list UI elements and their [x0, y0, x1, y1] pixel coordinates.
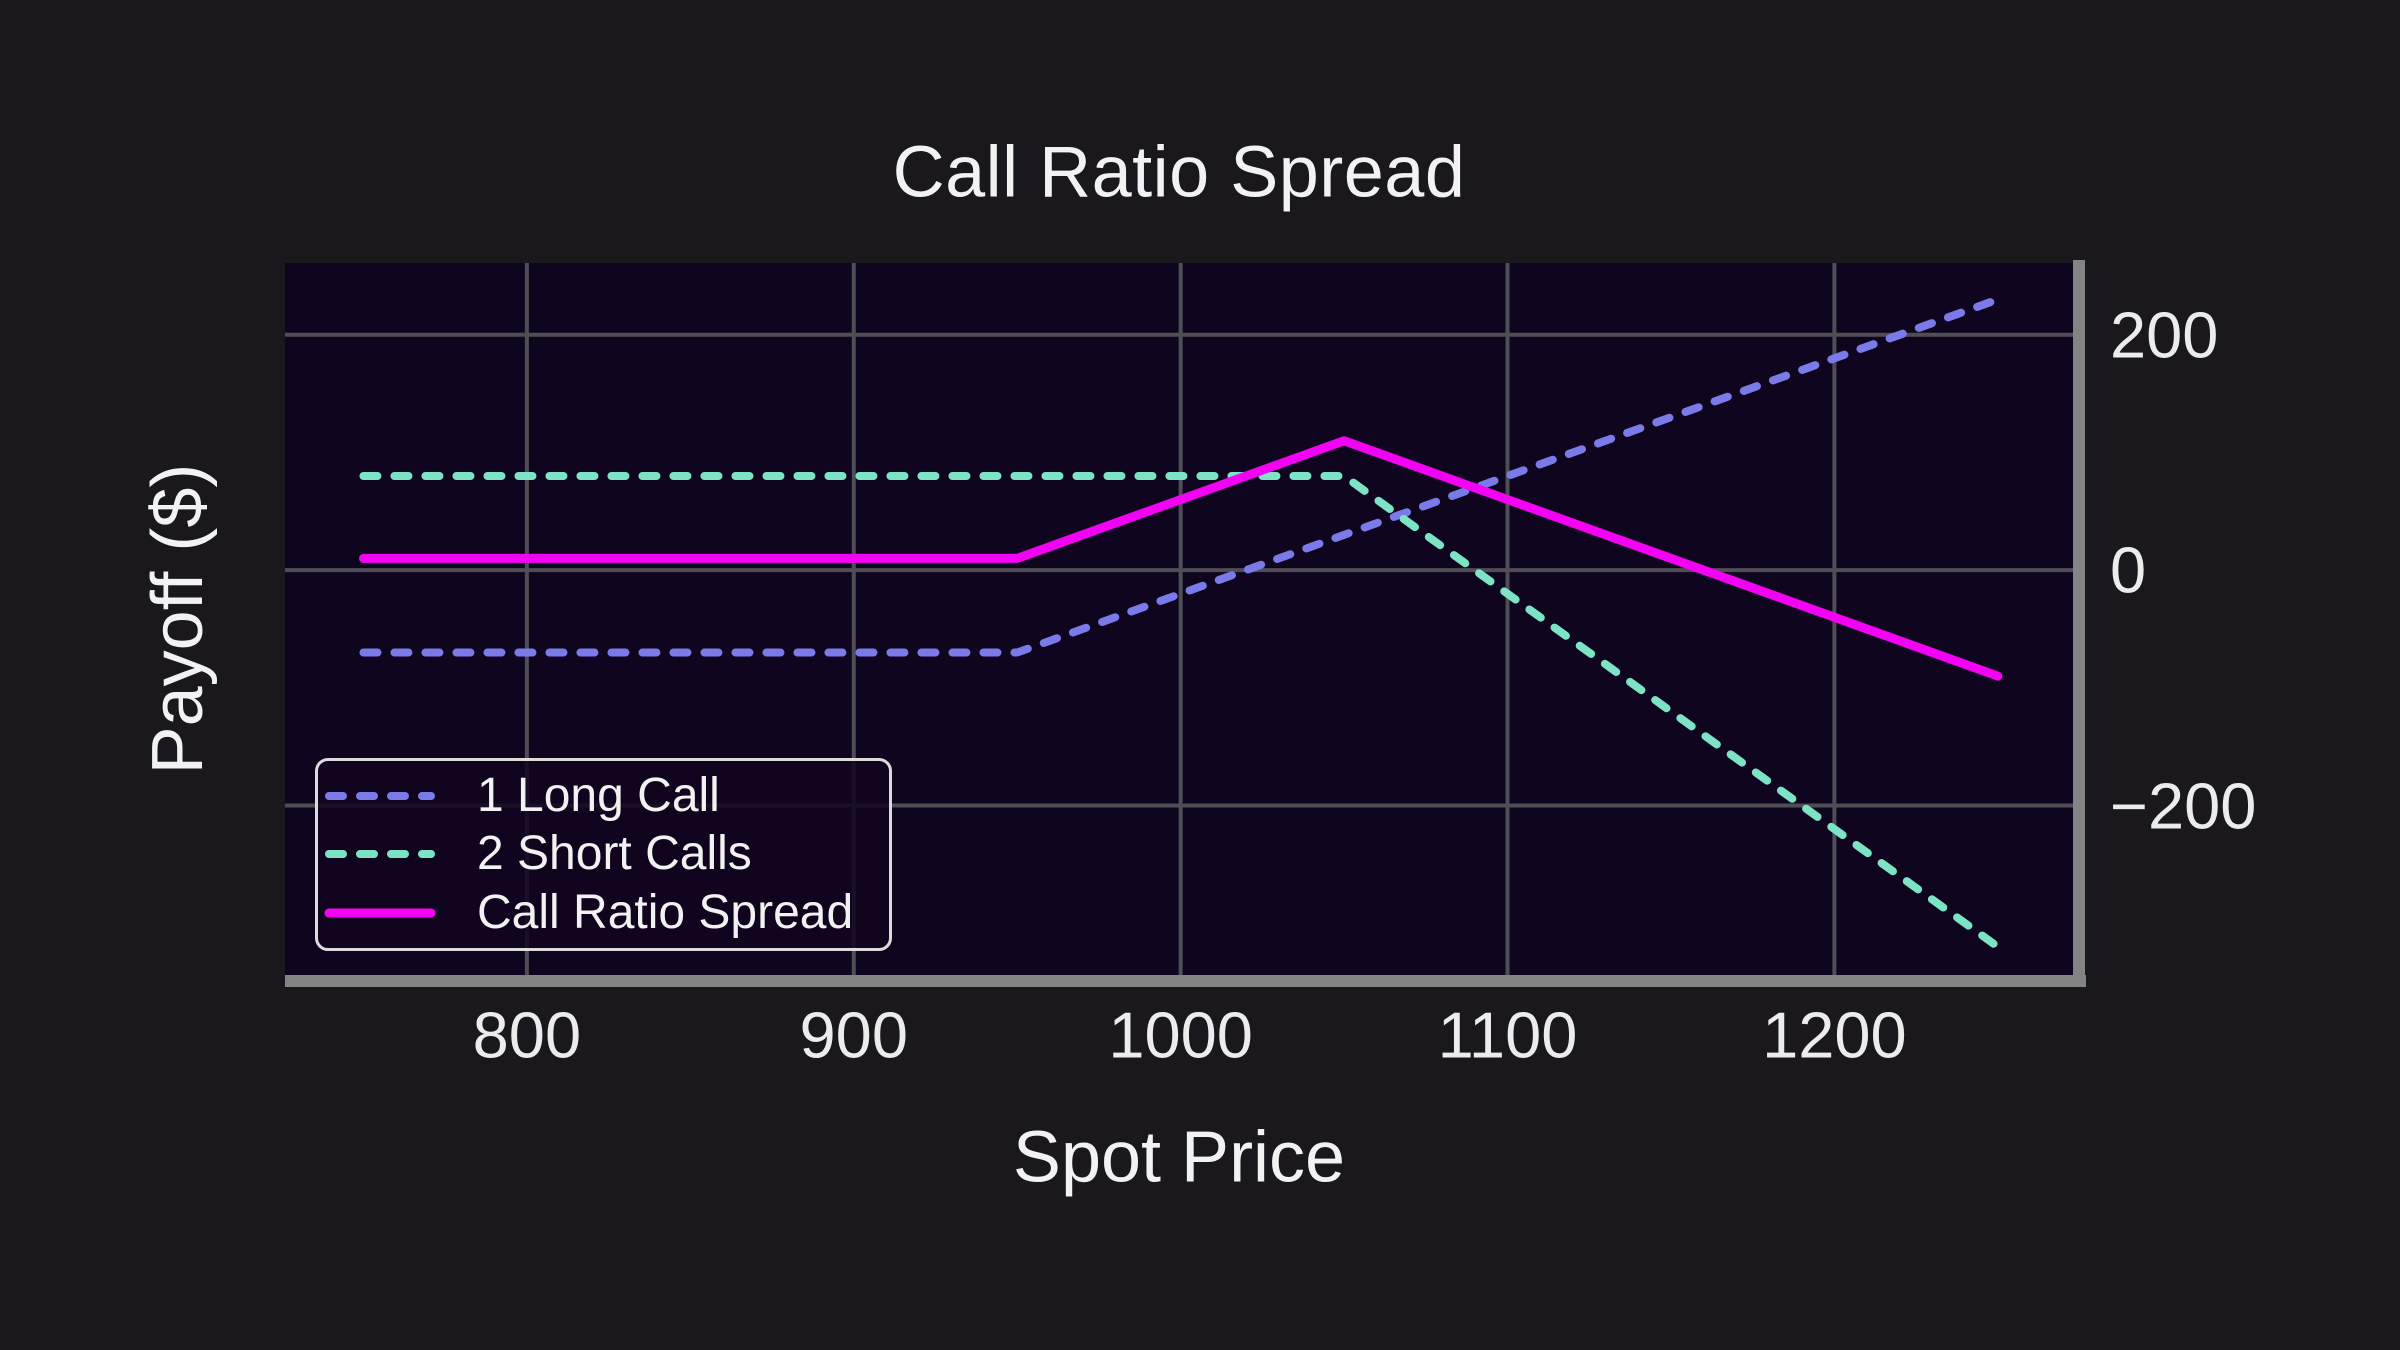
- y-axis-spine: [2073, 260, 2085, 987]
- x-axis-spine: [285, 975, 2086, 987]
- chart-title: Call Ratio Spread: [892, 132, 1466, 213]
- legend-line-sample-icon: [325, 792, 435, 801]
- legend-row: 2 Short Calls: [324, 826, 879, 882]
- y-tick-label: 0: [2110, 533, 2147, 607]
- x-tick-label: 1000: [1108, 998, 1253, 1072]
- legend: 1 Long Call 2 Short Calls Call Ratio Spr…: [315, 758, 892, 951]
- x-tick-label: 1100: [1437, 998, 1578, 1072]
- y-tick-label: −200: [2110, 769, 2257, 843]
- legend-label: 1 Long Call: [477, 769, 720, 823]
- series-line-1: [359, 472, 2002, 951]
- plot-canvas: [285, 263, 2073, 975]
- y-tick-label: 200: [2110, 298, 2219, 372]
- x-axis-label: Spot Price: [1012, 1117, 1346, 1198]
- legend-row: Call Ratio Spread: [324, 885, 879, 941]
- series-line-0: [359, 295, 2002, 657]
- x-tick-label: 1200: [1762, 998, 1907, 1072]
- legend-label: 2 Short Calls: [477, 827, 752, 881]
- x-tick-label: 800: [472, 998, 582, 1072]
- legend-row: 1 Long Call: [324, 768, 879, 824]
- legend-line-sample-icon: [325, 850, 435, 859]
- x-tick-label: 900: [799, 998, 908, 1072]
- legend-label: Call Ratio Spread: [477, 885, 854, 939]
- y-axis-label: Payoff ($): [138, 463, 218, 775]
- legend-line-sample-icon: [324, 908, 436, 918]
- series-line-2: [358, 436, 2003, 681]
